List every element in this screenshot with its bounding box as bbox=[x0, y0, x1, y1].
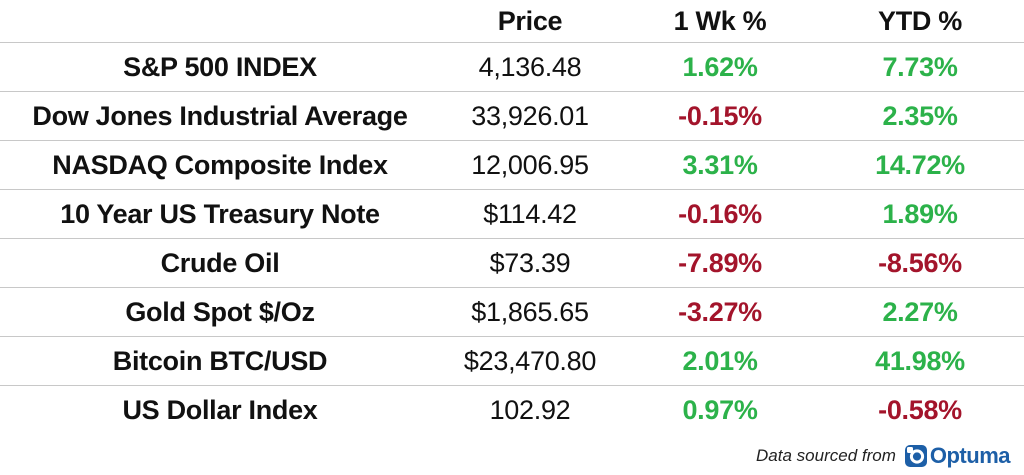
table-row: NASDAQ Composite Index 12,006.95 3.31% 1… bbox=[0, 140, 1024, 189]
row-price: $73.39 bbox=[489, 247, 571, 278]
row-ytd-change: 14.72% bbox=[875, 149, 965, 180]
row-name: Gold Spot $/Oz bbox=[125, 296, 315, 327]
header-price: Price bbox=[497, 5, 563, 36]
row-ytd-change: 7.73% bbox=[882, 51, 958, 82]
row-name: Bitcoin BTC/USD bbox=[112, 345, 328, 376]
row-ytd-change: 2.27% bbox=[882, 296, 958, 327]
row-name: Crude Oil bbox=[160, 247, 280, 278]
table-row: US Dollar Index 102.92 0.97% -0.58% bbox=[0, 385, 1024, 434]
optuma-logo: Optuma bbox=[904, 443, 1011, 469]
optuma-logo-icon bbox=[904, 445, 927, 467]
row-week-change: -0.16% bbox=[678, 198, 762, 229]
source-text: Data sourced from bbox=[756, 446, 896, 465]
table-row: Bitcoin BTC/USD $23,470.80 2.01% 41.98% bbox=[0, 336, 1024, 385]
row-ytd-change: 41.98% bbox=[875, 345, 965, 376]
table-row: S&P 500 INDEX 4,136.48 1.62% 7.73% bbox=[0, 42, 1024, 91]
row-week-change: 1.62% bbox=[682, 51, 758, 82]
data-source-footer: Data sourced from Optuma bbox=[756, 443, 1010, 469]
row-price: $23,470.80 bbox=[463, 345, 597, 376]
header-ytd: YTD % bbox=[877, 5, 962, 36]
row-week-change: -3.27% bbox=[678, 296, 762, 327]
row-price: 102.92 bbox=[489, 394, 571, 425]
row-price: $114.42 bbox=[483, 198, 577, 229]
row-price: 33,926.01 bbox=[471, 100, 589, 131]
row-ytd-change: 2.35% bbox=[882, 100, 958, 131]
row-name: Dow Jones Industrial Average bbox=[32, 100, 408, 131]
market-table: Price 1 Wk % YTD % S&P 500 INDEX 4,136.4… bbox=[0, 0, 1024, 434]
table-row: 10 Year US Treasury Note $114.42 -0.16% … bbox=[0, 189, 1024, 238]
table-row: Dow Jones Industrial Average 33,926.01 -… bbox=[0, 91, 1024, 140]
row-price: 4,136.48 bbox=[478, 51, 582, 82]
row-name: 10 Year US Treasury Note bbox=[60, 198, 380, 229]
row-name: NASDAQ Composite Index bbox=[52, 149, 388, 180]
row-ytd-change: 1.89% bbox=[882, 198, 958, 229]
row-week-change: -7.89% bbox=[678, 247, 762, 278]
table-row: Crude Oil $73.39 -7.89% -8.56% bbox=[0, 238, 1024, 287]
row-name: S&P 500 INDEX bbox=[123, 51, 317, 82]
row-week-change: -0.15% bbox=[678, 100, 762, 131]
table-header: Price 1 Wk % YTD % bbox=[0, 0, 1024, 42]
row-name: US Dollar Index bbox=[122, 394, 318, 425]
row-week-change: 0.97% bbox=[682, 394, 758, 425]
row-week-change: 3.31% bbox=[682, 149, 758, 180]
table-row: Gold Spot $/Oz $1,865.65 -3.27% 2.27% bbox=[0, 287, 1024, 336]
header-week: 1 Wk % bbox=[673, 5, 767, 36]
row-price: $1,865.65 bbox=[471, 296, 589, 327]
row-ytd-change: -8.56% bbox=[878, 247, 962, 278]
logo-text: Optuma bbox=[929, 443, 1011, 468]
row-ytd-change: -0.58% bbox=[878, 394, 962, 425]
row-price: 12,006.95 bbox=[471, 149, 589, 180]
row-week-change: 2.01% bbox=[682, 345, 758, 376]
